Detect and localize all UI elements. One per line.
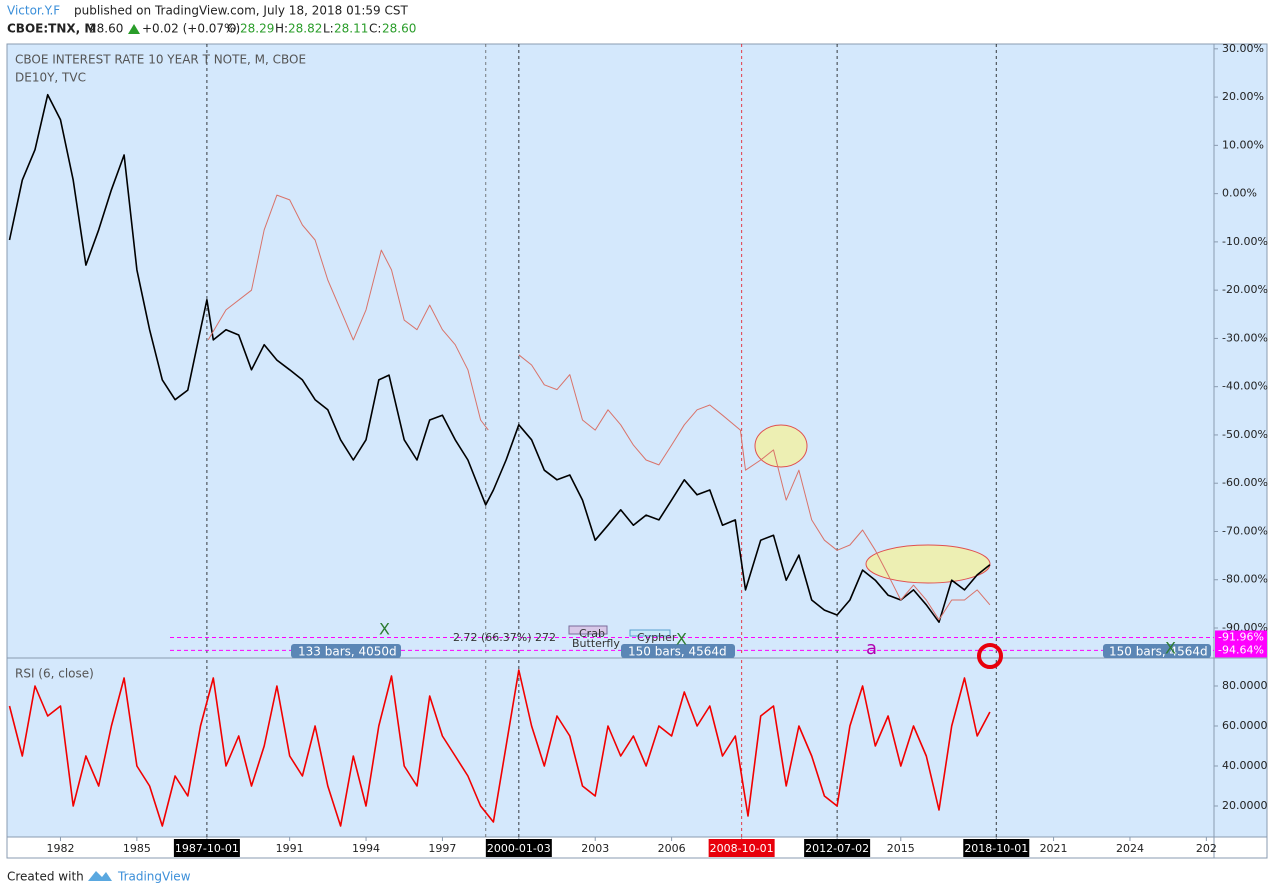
x-tick-label: 1997 [428, 842, 456, 855]
x-tick-label: 2012-07-02 [805, 842, 869, 855]
plot-background [7, 44, 1214, 837]
y-tick-label: -60.00% [1222, 476, 1268, 489]
y-tick-label: -40.00% [1222, 380, 1268, 393]
x-tick-highlight [804, 839, 871, 857]
x-tick-label: 2000-01-03 [487, 842, 551, 855]
range-box [621, 644, 735, 658]
y-tick-label: 0.00% [1222, 187, 1257, 200]
x-tick-label: 2008-10-01 [710, 842, 774, 855]
published: published on TradingView.com, July 18, 2… [74, 4, 408, 18]
series-line [8, 93, 991, 623]
x-tick-label: 2006 [658, 842, 686, 855]
annotation: X [379, 620, 390, 639]
series-layer [8, 93, 991, 827]
logo [88, 871, 112, 881]
author[interactable]: Victor.Y.F [7, 4, 60, 18]
y-tick-label: 20.0000 [1222, 799, 1268, 812]
price-tag [1215, 630, 1267, 645]
y-tick-label: -70.00% [1222, 524, 1268, 537]
annotation: Cypher [637, 631, 677, 644]
chart-subtitle: DE10Y, TVC [15, 71, 86, 85]
annotation: X [676, 630, 687, 649]
price-axis-background [1214, 44, 1267, 837]
x-tick-label: 1991 [276, 842, 304, 855]
x-tick-label: 2021 [1040, 842, 1068, 855]
pattern-box [629, 629, 671, 637]
series-line [8, 669, 991, 827]
y-tick-label: -80.00% [1222, 573, 1268, 586]
x-tick-label: 1982 [46, 842, 74, 855]
y-tick-label: 40.0000 [1222, 759, 1268, 772]
x-tick-label: 2018-10-01 [964, 842, 1028, 855]
y-tick-label: -10.00% [1222, 235, 1268, 248]
x-tick-label: 1985 [123, 842, 151, 855]
range-box [1103, 644, 1211, 658]
price-tag-label: -94.64% [1218, 643, 1264, 656]
x-tick-highlight [485, 839, 552, 857]
low-label: L: [323, 22, 334, 36]
last-price: 28.60 [89, 22, 123, 36]
price-tag-label: -91.96% [1218, 630, 1264, 643]
event-lines [170, 44, 1214, 837]
annotation: X [1165, 639, 1176, 658]
range-box [291, 644, 401, 658]
y-tick-label: 60.0000 [1222, 719, 1268, 732]
up-arrow [128, 24, 140, 34]
symbol: CBOE:TNX, M [7, 22, 96, 36]
change: +0.02 (+0.07%) [142, 22, 240, 36]
x-tick-label: 1987-10-01 [175, 842, 239, 855]
annotation: 150 bars, 4564d [628, 645, 727, 659]
rsi-title: RSI (6, close) [15, 667, 94, 681]
annotation: 150 bars, 4564d [1109, 645, 1208, 659]
low: 28.11 [334, 22, 368, 36]
annotation: 133 bars, 4050d [298, 645, 397, 659]
x-tick-highlight [963, 839, 1030, 857]
x-tick-label: 1994 [352, 842, 380, 855]
chart-title: CBOE INTEREST RATE 10 YEAR T NOTE, M, CB… [15, 53, 306, 67]
y-tick-label: 30.00% [1222, 42, 1264, 55]
y-tick-label: -50.00% [1222, 428, 1268, 441]
highlight-ellipse [754, 424, 808, 468]
brand-link[interactable]: TradingView [117, 870, 191, 884]
x-tick-label: 2003 [581, 842, 609, 855]
highlight-ellipse [865, 544, 991, 584]
open-label: O: [227, 22, 240, 36]
series-line [207, 194, 991, 621]
y-tick-label: 80.0000 [1222, 679, 1268, 692]
y-tick-label: -20.00% [1222, 283, 1268, 296]
y-tick-label: -30.00% [1222, 331, 1268, 344]
x-tick-highlight [708, 839, 775, 857]
chart-border [6, 43, 1268, 859]
annotation: Butterfly [572, 637, 620, 650]
annotation: a [866, 638, 877, 659]
x-tick-label: 2015 [887, 842, 915, 855]
open: 28.29 [240, 22, 274, 36]
x-tick-highlight [173, 839, 240, 857]
close-label: C: [369, 22, 381, 36]
created-with: Created with [7, 870, 84, 884]
annotation: Crab [579, 627, 605, 640]
x-tick-label: 2024 [1116, 842, 1144, 855]
pattern-box [568, 625, 608, 635]
price-tag [1215, 643, 1267, 658]
high: 28.82 [288, 22, 322, 36]
x-tick-label: 202 [1196, 842, 1217, 855]
y-tick-label: 20.00% [1222, 90, 1264, 103]
high-label: H: [275, 22, 288, 36]
y-tick-label: 10.00% [1222, 138, 1264, 151]
alert-icon [977, 643, 1003, 669]
close: 28.60 [382, 22, 416, 36]
annotation: 2.72 (66.37%) 272 [453, 631, 556, 644]
